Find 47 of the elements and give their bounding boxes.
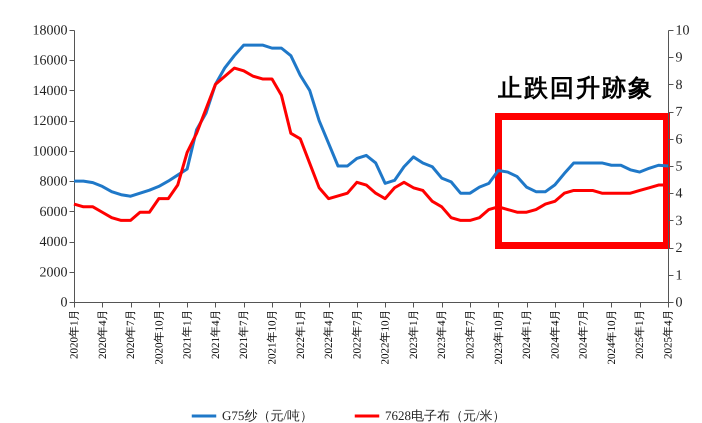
y-tick-label: 10000 [32, 144, 68, 160]
x-tick-label: 2025年4月 [662, 310, 674, 359]
y2-tick-label: 1 [676, 268, 682, 284]
x-tick-label: 2022年10月 [380, 310, 392, 364]
y-tick-label: 6000 [40, 204, 68, 220]
y2-tick-label: 8 [676, 78, 682, 93]
annotation: 止跌回升跡象 [498, 74, 654, 104]
line-series [72, 44, 670, 198]
x-tick-label: 2024年4月 [549, 310, 562, 359]
x-tick-label: 2021年10月 [266, 310, 278, 364]
x-tick-label: 2023年10月 [492, 310, 505, 364]
x-tick-label: 2020年4月 [96, 310, 109, 359]
y-tick-label: 16000 [32, 54, 68, 69]
y2-tick-label: 3 [676, 214, 682, 229]
x-tick-label: 2024年1月 [521, 310, 534, 359]
x-tick-label: 2024年10月 [606, 310, 618, 364]
x-tick-label: 2022年4月 [323, 310, 336, 359]
y-tick-label: 2000 [40, 265, 68, 280]
x-tick-label: 2023年7月 [464, 310, 476, 359]
y-tick-label: 14000 [32, 84, 68, 99]
y2-tick-label: 5 [676, 160, 682, 174]
x-tick-label: 2022年1月 [294, 310, 307, 359]
x-tick-label: 2025年1月 [634, 310, 646, 359]
y2-tick-label: 9 [676, 50, 682, 66]
x-tick-label: 2020年1月 [68, 310, 80, 359]
y-tick-label: 18000 [32, 24, 68, 38]
y2-tick-label: 4 [676, 186, 682, 202]
y2-tick-label: 0 [676, 296, 682, 310]
x-tick-label: 2023年4月 [436, 310, 448, 359]
x-tick-label: 2021年1月 [182, 310, 194, 359]
y-tick-label: 12000 [32, 114, 68, 130]
y2-tick-label: 10 [676, 24, 690, 38]
x-tick-label: 2022年7月 [351, 310, 364, 359]
legend-label: 7628电子布（元/米） [385, 408, 506, 423]
x-tick-label: 2021年4月 [210, 310, 222, 359]
y2-tick-label: 7 [676, 105, 682, 120]
y2-tick-label: 2 [676, 241, 682, 256]
y-tick-label: 8000 [40, 174, 68, 190]
x-tick-label: 2024年7月 [578, 310, 590, 359]
legend-label: G75纱（元/吨） [222, 408, 313, 423]
x-tick-label: 2021年7月 [238, 310, 250, 359]
x-tick-label: 2020年10月 [153, 310, 166, 364]
x-tick-label: 2023年1月 [408, 310, 420, 359]
y-tick-label: 0 [60, 296, 68, 310]
y2-tick-label: 6 [676, 132, 682, 148]
y-tick-label: 4000 [40, 235, 68, 250]
x-tick-label: 2020年7月 [125, 310, 138, 359]
